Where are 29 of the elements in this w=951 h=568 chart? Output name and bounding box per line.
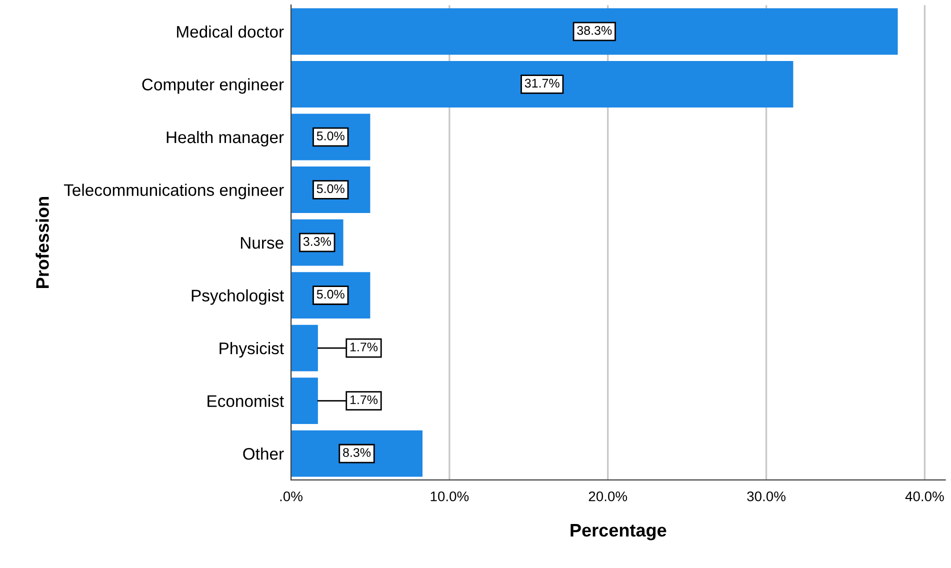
x-tick-label: 10.0% xyxy=(430,491,469,502)
y-tick-label: Psychologist xyxy=(192,289,284,305)
data-label: 1.7% xyxy=(350,342,378,352)
x-axis-title: Percentage xyxy=(570,524,666,540)
x-tick-label: .0% xyxy=(280,491,302,502)
bar xyxy=(291,324,318,372)
y-tick-label: Medical doctor xyxy=(177,25,284,38)
x-tick-label: 20.0% xyxy=(588,491,628,502)
y-tick-label: Other xyxy=(243,448,284,460)
data-label: 5.0% xyxy=(316,132,344,140)
data-label: 3.3% xyxy=(303,237,331,246)
bar xyxy=(291,61,794,108)
bar xyxy=(291,8,898,55)
y-tick-label: Economist xyxy=(208,394,284,408)
data-label: 8.3% xyxy=(343,448,371,457)
bar xyxy=(291,378,318,424)
data-label: 38.3% xyxy=(577,26,612,35)
y-tick-label: Nurse xyxy=(240,237,284,249)
y-tick-label: Computer engineer xyxy=(142,78,284,94)
y-tick-label: Telecommunications engineer xyxy=(64,184,284,200)
data-label: 31.7% xyxy=(524,78,560,88)
y-tick-label: Physicist xyxy=(220,342,284,358)
x-tick-label: 40.0% xyxy=(905,491,944,502)
data-label: 5.0% xyxy=(316,290,344,299)
y-tick-label: Health manager xyxy=(166,130,284,147)
data-label: 5.0% xyxy=(316,184,344,194)
data-label: 1.7% xyxy=(350,395,378,404)
x-tick-label: 30.0% xyxy=(747,491,786,502)
y-axis-title: Profession xyxy=(36,196,49,288)
